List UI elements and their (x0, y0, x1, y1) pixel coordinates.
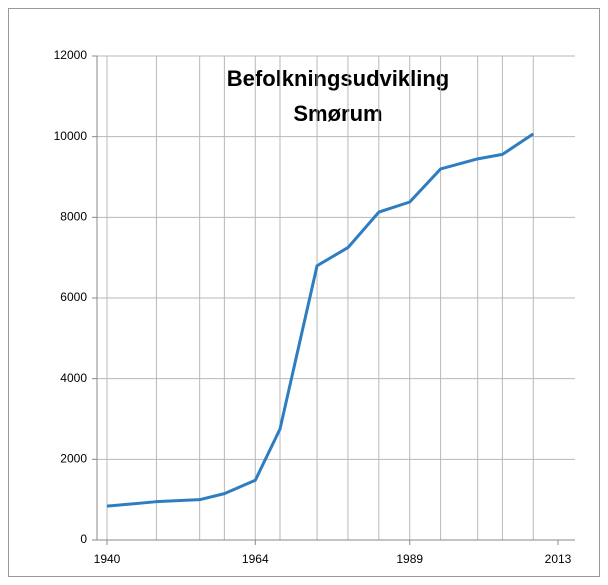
y-tick-label: 10000 (54, 129, 88, 143)
x-tick-label: 2013 (545, 552, 572, 566)
y-tick-label: 2000 (60, 452, 87, 466)
chart-title: Befolkningsudvikling (227, 66, 449, 91)
chart-title: Smørum (293, 101, 382, 126)
line (106, 132, 535, 508)
x-tick-label: 1964 (242, 552, 269, 566)
x-tick-label: 1940 (94, 552, 121, 566)
x-tick-label: 1989 (396, 552, 423, 566)
y-tick-label: 0 (80, 532, 87, 546)
y-tick-label: 6000 (60, 290, 87, 304)
y-tick-label: 12000 (54, 48, 88, 62)
y-tick-label: 8000 (60, 210, 87, 224)
y-tick-label: 4000 (60, 371, 87, 385)
